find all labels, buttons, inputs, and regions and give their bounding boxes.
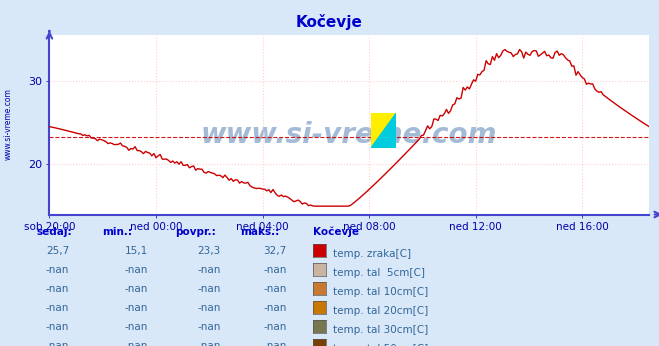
Text: temp. zraka[C]: temp. zraka[C] [333,249,411,259]
Text: -nan: -nan [264,322,287,333]
Text: -nan: -nan [46,284,69,294]
Text: www.si-vreme.com: www.si-vreme.com [201,121,498,149]
Text: -nan: -nan [125,342,148,346]
Text: www.si-vreme.com: www.si-vreme.com [4,89,13,161]
Text: 32,7: 32,7 [264,246,287,256]
Text: povpr.:: povpr.: [175,227,215,237]
Text: -nan: -nan [46,342,69,346]
Text: temp. tal 30cm[C]: temp. tal 30cm[C] [333,326,428,335]
Text: -nan: -nan [264,284,287,294]
Text: -nan: -nan [46,265,69,275]
Text: -nan: -nan [125,303,148,313]
Text: maks.:: maks.: [241,227,280,237]
Polygon shape [371,113,396,148]
Text: -nan: -nan [198,322,221,333]
Text: -nan: -nan [264,342,287,346]
Text: min.:: min.: [102,227,132,237]
Text: -nan: -nan [46,322,69,333]
Text: -nan: -nan [46,303,69,313]
Text: 23,3: 23,3 [198,246,221,256]
Text: -nan: -nan [198,265,221,275]
Text: -nan: -nan [198,342,221,346]
Text: -nan: -nan [125,284,148,294]
Text: -nan: -nan [264,303,287,313]
Text: -nan: -nan [125,322,148,333]
Text: -nan: -nan [198,303,221,313]
Text: temp. tal  5cm[C]: temp. tal 5cm[C] [333,268,425,278]
Text: Kočevje: Kočevje [313,227,359,237]
Text: temp. tal 10cm[C]: temp. tal 10cm[C] [333,288,428,297]
Text: -nan: -nan [264,265,287,275]
Text: 15,1: 15,1 [125,246,148,256]
Text: sedaj:: sedaj: [36,227,72,237]
Text: 25,7: 25,7 [46,246,69,256]
Text: Kočevje: Kočevje [296,14,363,30]
Text: -nan: -nan [125,265,148,275]
Text: -nan: -nan [198,284,221,294]
Text: temp. tal 20cm[C]: temp. tal 20cm[C] [333,307,428,316]
Text: temp. tal 50cm[C]: temp. tal 50cm[C] [333,345,428,346]
Polygon shape [371,113,396,148]
